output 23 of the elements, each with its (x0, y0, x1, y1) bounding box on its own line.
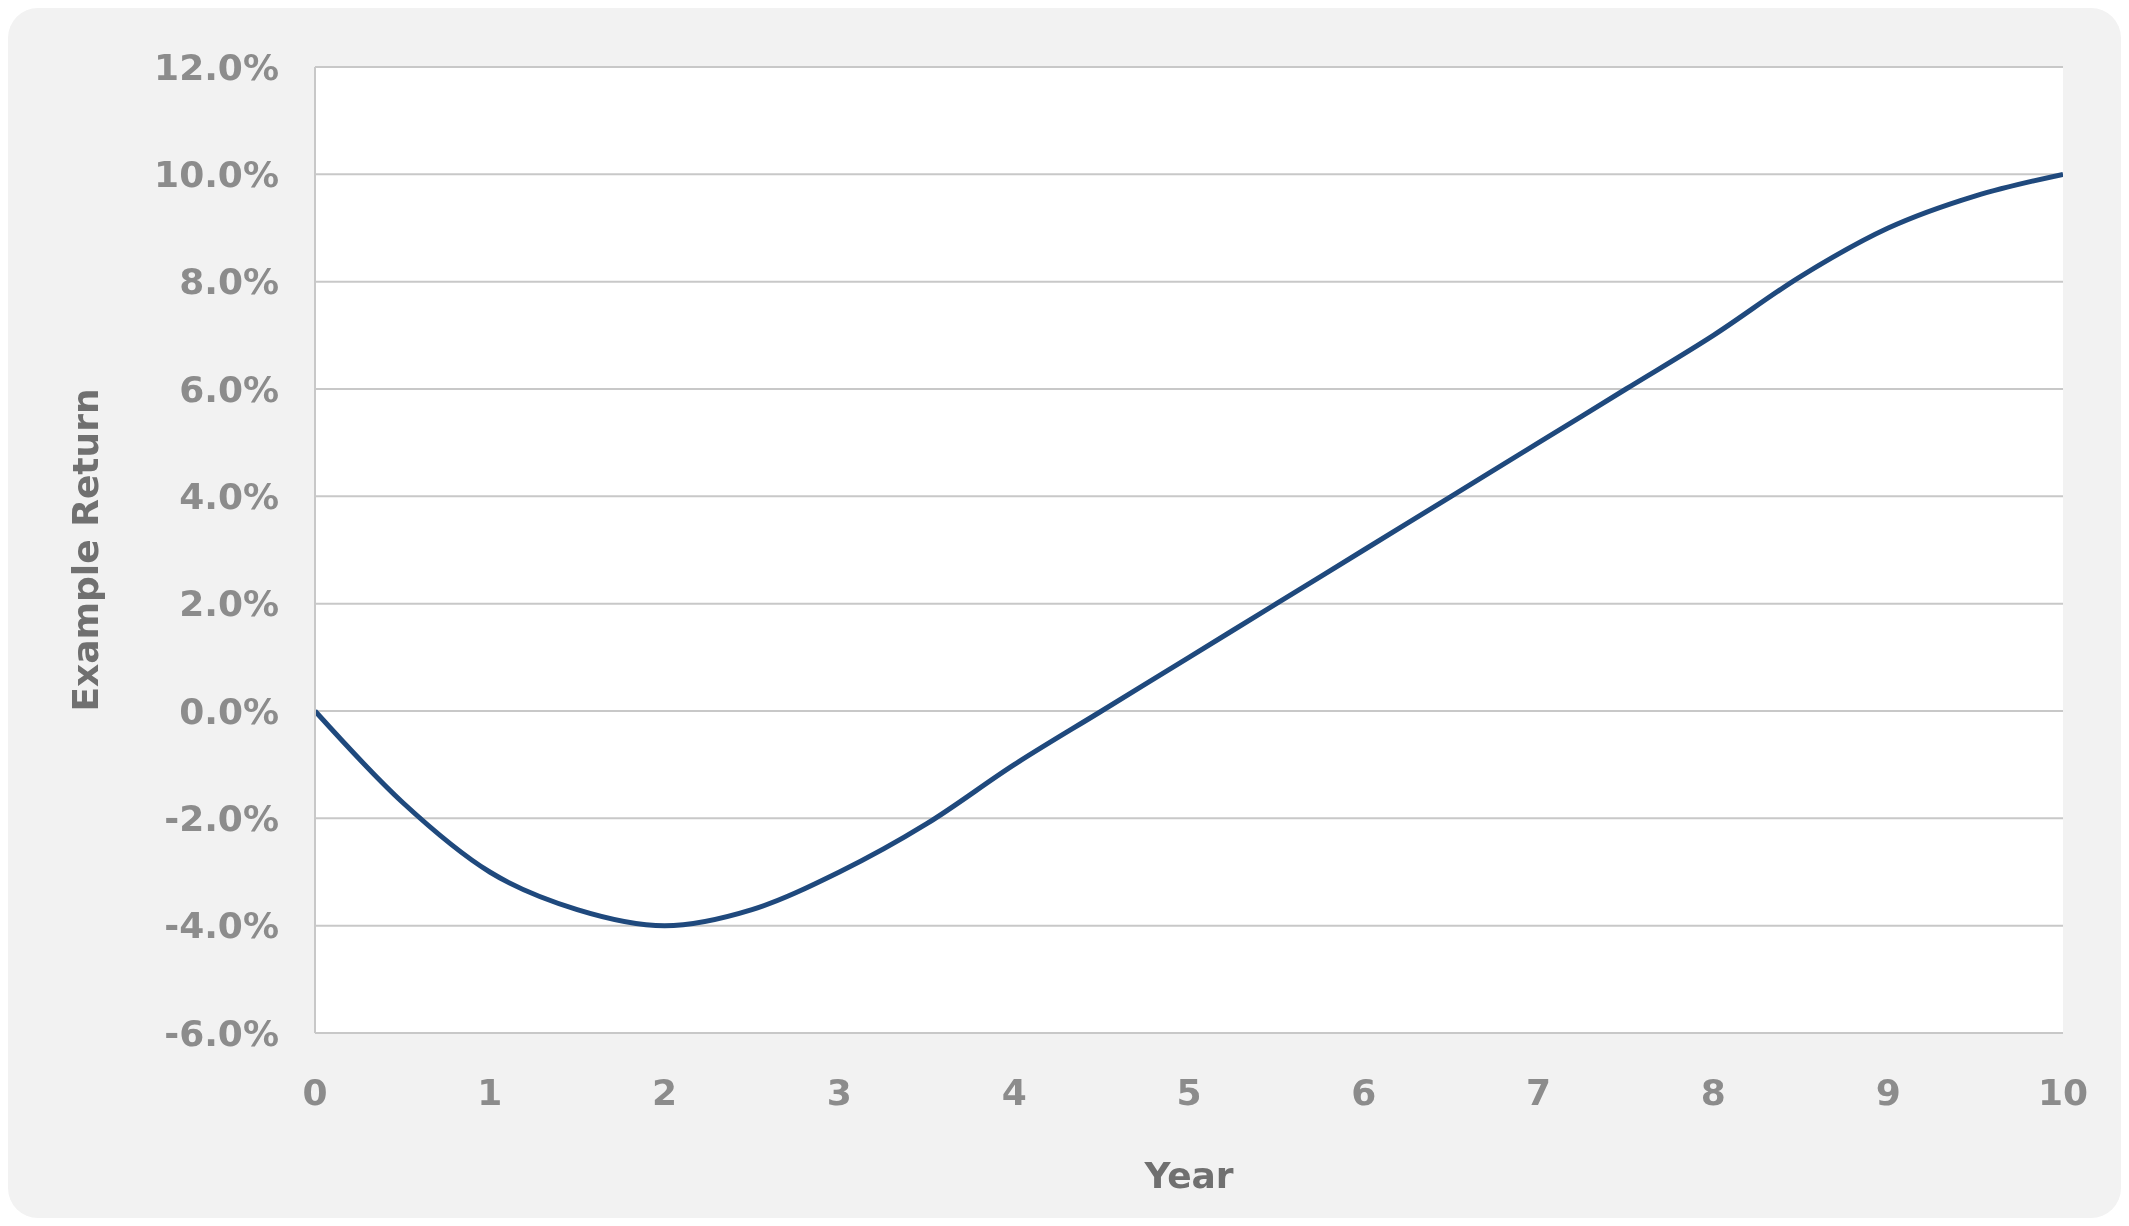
y-tick-label: 10.0% (154, 154, 279, 196)
x-tick-label: 5 (1176, 1071, 1202, 1113)
y-tick-label: 6.0% (179, 368, 279, 410)
x-tick-label: 3 (826, 1071, 852, 1113)
x-tick-label: 6 (1351, 1071, 1377, 1113)
x-tick-label: 8 (1700, 1071, 1726, 1113)
x-tick-label: 2 (652, 1071, 678, 1113)
y-tick-label: 2.0% (179, 583, 279, 625)
y-tick-label: -6.0% (164, 1012, 279, 1054)
y-tick-label: 12.0% (154, 46, 279, 88)
y-tick-label: 0.0% (179, 690, 279, 732)
x-axis-title: Year (1143, 1155, 1234, 1196)
y-tick-label: -2.0% (164, 798, 279, 840)
y-axis-title: Example Return (64, 388, 106, 712)
x-tick-label: 0 (302, 1071, 328, 1113)
x-tick-label: 10 (2037, 1071, 2089, 1113)
x-tick-label: 7 (1526, 1071, 1552, 1113)
x-tick-label: 1 (477, 1071, 503, 1113)
x-tick-label: 4 (1001, 1071, 1027, 1113)
y-tick-label: -4.0% (164, 905, 279, 947)
y-tick-label: 4.0% (179, 476, 279, 518)
x-tick-label: 9 (1875, 1071, 1901, 1113)
y-tick-label: 8.0% (179, 261, 279, 303)
